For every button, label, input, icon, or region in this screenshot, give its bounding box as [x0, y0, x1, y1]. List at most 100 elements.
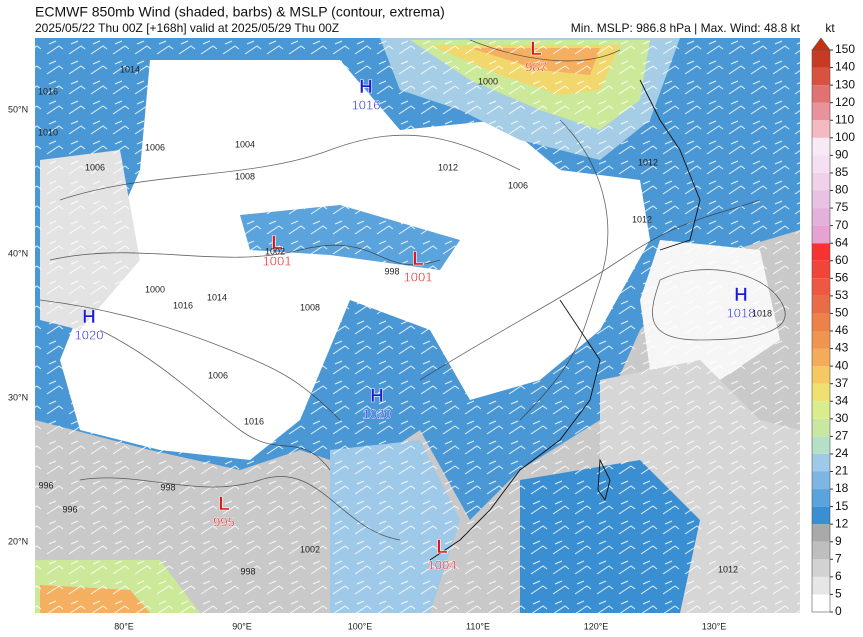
colorbar-tick-label: 120: [835, 95, 855, 109]
axis-labels: 50°N 40°N 30°N 20°N 80°E 90°E 100°E 110°E 120°E 1…: [8, 104, 726, 631]
lat-label: 20°N: [8, 536, 28, 546]
colorbar-tick-label: 5: [835, 587, 842, 601]
extremum-symbol: L: [271, 233, 283, 254]
extremum-value: 1018: [727, 305, 756, 320]
isobar-label: 1004: [235, 139, 255, 149]
colorbar: 0567912151821242730343740434650535660647…: [811, 37, 855, 618]
colorbar-swatch: [812, 453, 830, 472]
colorbar-swatch: [812, 594, 830, 612]
colorbar-swatch: [812, 383, 830, 402]
extremum-symbol: H: [359, 77, 373, 98]
isobar-label: 1006: [85, 162, 105, 172]
lon-label: 130°E: [702, 621, 727, 631]
colorbar-tick-label: 64: [835, 235, 849, 249]
stats: Min. MSLP: 986.8 hPa | Max. Wind: 48.8 k…: [571, 21, 801, 35]
colorbar-swatch: [812, 366, 830, 384]
extremum-symbol: L: [436, 537, 448, 558]
isobar-label: 1008: [300, 302, 320, 312]
colorbar-swatch: [812, 172, 830, 191]
extremum-value: 1001: [263, 253, 292, 268]
lon-label: 120°E: [584, 621, 609, 631]
lat-label: 50°N: [8, 104, 28, 114]
colorbar-tick-label: 9: [835, 534, 842, 548]
colorbar-tick-label: 6: [835, 569, 842, 583]
colorbar-tick-label: 40: [835, 358, 849, 372]
colorbar-swatch: [812, 541, 830, 560]
colorbar-tick-label: 21: [835, 464, 849, 478]
colorbar-tick-label: 150: [835, 42, 855, 56]
extremum-value: 1004: [428, 557, 457, 572]
extremum-symbol: L: [530, 39, 542, 60]
colorbar-tick-label: 15: [835, 499, 849, 513]
colorbar-swatch: [812, 313, 830, 331]
colorbar-tick-label: 30: [835, 411, 849, 425]
colorbar-swatch: [812, 418, 830, 437]
colorbar-tick-label: 24: [835, 446, 849, 460]
isobar-label: 1002: [300, 544, 320, 554]
extremum-value: 1016: [352, 97, 381, 112]
colorbar-tick-label: 90: [835, 148, 849, 162]
isobar-label: 1008: [235, 171, 255, 181]
lon-label: 80°E: [114, 621, 134, 631]
colorbar-swatch: [812, 559, 830, 577]
colorbar-tick-label: 18: [835, 481, 849, 495]
colorbar-tick-label: 56: [835, 270, 849, 284]
colorbar-tick-label: 34: [835, 393, 849, 407]
extremum-symbol: L: [218, 494, 230, 515]
colorbar-tick-label: 130: [835, 77, 855, 91]
lon-label: 90°E: [232, 621, 252, 631]
extremum-value: 987: [525, 59, 547, 74]
isobar-label: 1002: [265, 246, 285, 256]
isobar-label: 1006: [145, 142, 165, 152]
extremum-value: 1020: [75, 327, 104, 342]
colorbar-tick-label: 110: [835, 112, 854, 126]
colorbar-swatch: [812, 85, 830, 103]
colorbar-tick-label: 85: [835, 165, 849, 179]
extremum-symbol: H: [734, 285, 748, 306]
isobar-label: 1006: [508, 180, 528, 190]
isobar-label: 998: [160, 482, 175, 492]
lat-label: 40°N: [8, 248, 28, 258]
colorbar-tick-label: 46: [835, 323, 849, 337]
colorbar-swatch: [812, 506, 830, 525]
isobar-label: 1018: [752, 308, 772, 318]
isobar-label: 1012: [438, 162, 458, 172]
colorbar-tick-label: 12: [835, 516, 849, 530]
isobar-label: 1014: [120, 64, 140, 74]
colorbar-swatch: [812, 243, 830, 261]
colorbar-swatch: [812, 348, 830, 367]
colorbar-swatch: [812, 471, 830, 490]
isobar-label: 1012: [718, 564, 738, 574]
lon-label: 100°E: [348, 621, 373, 631]
isobar-label: 1010: [38, 127, 58, 137]
colorbar-swatch: [812, 436, 830, 454]
lat-label: 30°N: [8, 392, 28, 402]
colorbar-tick-label: 53: [835, 288, 849, 302]
colorbar-swatch: [812, 260, 830, 279]
colorbar-swatch: [812, 102, 830, 121]
colorbar-swatch: [812, 67, 830, 86]
colorbar-tick-label: 75: [835, 200, 849, 214]
isobar-label: 998: [384, 266, 399, 276]
extremum-symbol: H: [82, 307, 96, 328]
colorbar-swatch: [812, 225, 830, 244]
colorbar-swatch: [812, 401, 830, 419]
colorbar-tick-label: 50: [835, 306, 849, 320]
isobar-label: 1014: [207, 292, 227, 302]
colorbar-unit: kt: [825, 21, 835, 35]
extremum-value: 1001: [404, 269, 433, 284]
colorbar-extend: [811, 37, 831, 51]
colorbar-swatch: [812, 190, 830, 209]
extremum-symbol: H: [370, 386, 384, 407]
extremum-symbol: L: [412, 249, 424, 270]
isobar-label: 1016: [38, 86, 58, 96]
colorbar-tick-label: 27: [835, 429, 849, 443]
colorbar-tick-label: 0: [835, 604, 842, 618]
isobar-label: 996: [62, 504, 77, 514]
extremum-value: 995: [213, 514, 235, 529]
subtitle: 2025/05/22 Thu 00Z [+168h] valid at 2025…: [35, 21, 339, 35]
colorbar-swatch: [812, 120, 830, 138]
isobar-label: 1012: [632, 214, 652, 224]
colorbar-tick-label: 80: [835, 183, 849, 197]
